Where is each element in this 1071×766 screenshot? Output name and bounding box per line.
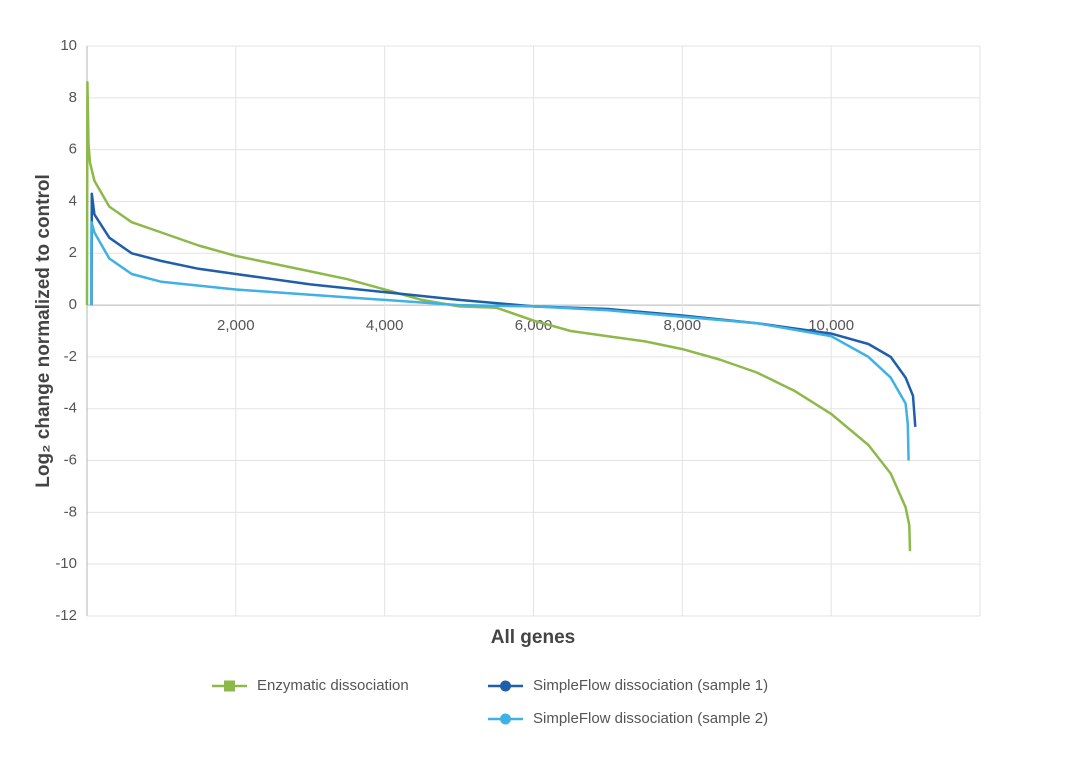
x-tick-label: 8,000: [664, 317, 702, 334]
x-axis-label: All genes: [491, 627, 575, 648]
y-tick-label: 6: [69, 141, 77, 158]
series-line: [89, 220, 910, 461]
y-tick-label: 0: [69, 296, 77, 313]
x-tick-label: 4,000: [366, 317, 404, 334]
y-tick-label: -4: [64, 400, 77, 417]
legend-marker: [500, 680, 511, 692]
y-tick-label: -12: [55, 607, 77, 624]
series-line: [85, 81, 912, 552]
y-tick-label: 4: [69, 192, 77, 209]
legend-label: SimpleFlow dissociation (sample 1): [533, 677, 768, 694]
legend-marker: [224, 680, 235, 692]
series-line: [90, 192, 917, 427]
y-tick-label: -10: [55, 555, 77, 572]
legend-marker: [500, 713, 511, 725]
y-axis-label: Log₂ change normalized to control: [33, 174, 54, 488]
y-tick-label: -6: [64, 452, 77, 469]
y-tick-label: -2: [64, 348, 77, 365]
y-tick-label: 10: [60, 37, 77, 54]
y-tick-label: 2: [69, 244, 77, 261]
x-tick-label: 10,000: [808, 317, 854, 334]
x-tick-label: 2,000: [217, 317, 255, 334]
legend-label: Enzymatic dissociation: [257, 677, 409, 694]
x-tick-label: 6,000: [515, 317, 553, 334]
y-tick-label: 8: [69, 89, 77, 106]
legend-label: SimpleFlow dissociation (sample 2): [533, 710, 768, 727]
y-tick-label: -8: [64, 503, 77, 520]
